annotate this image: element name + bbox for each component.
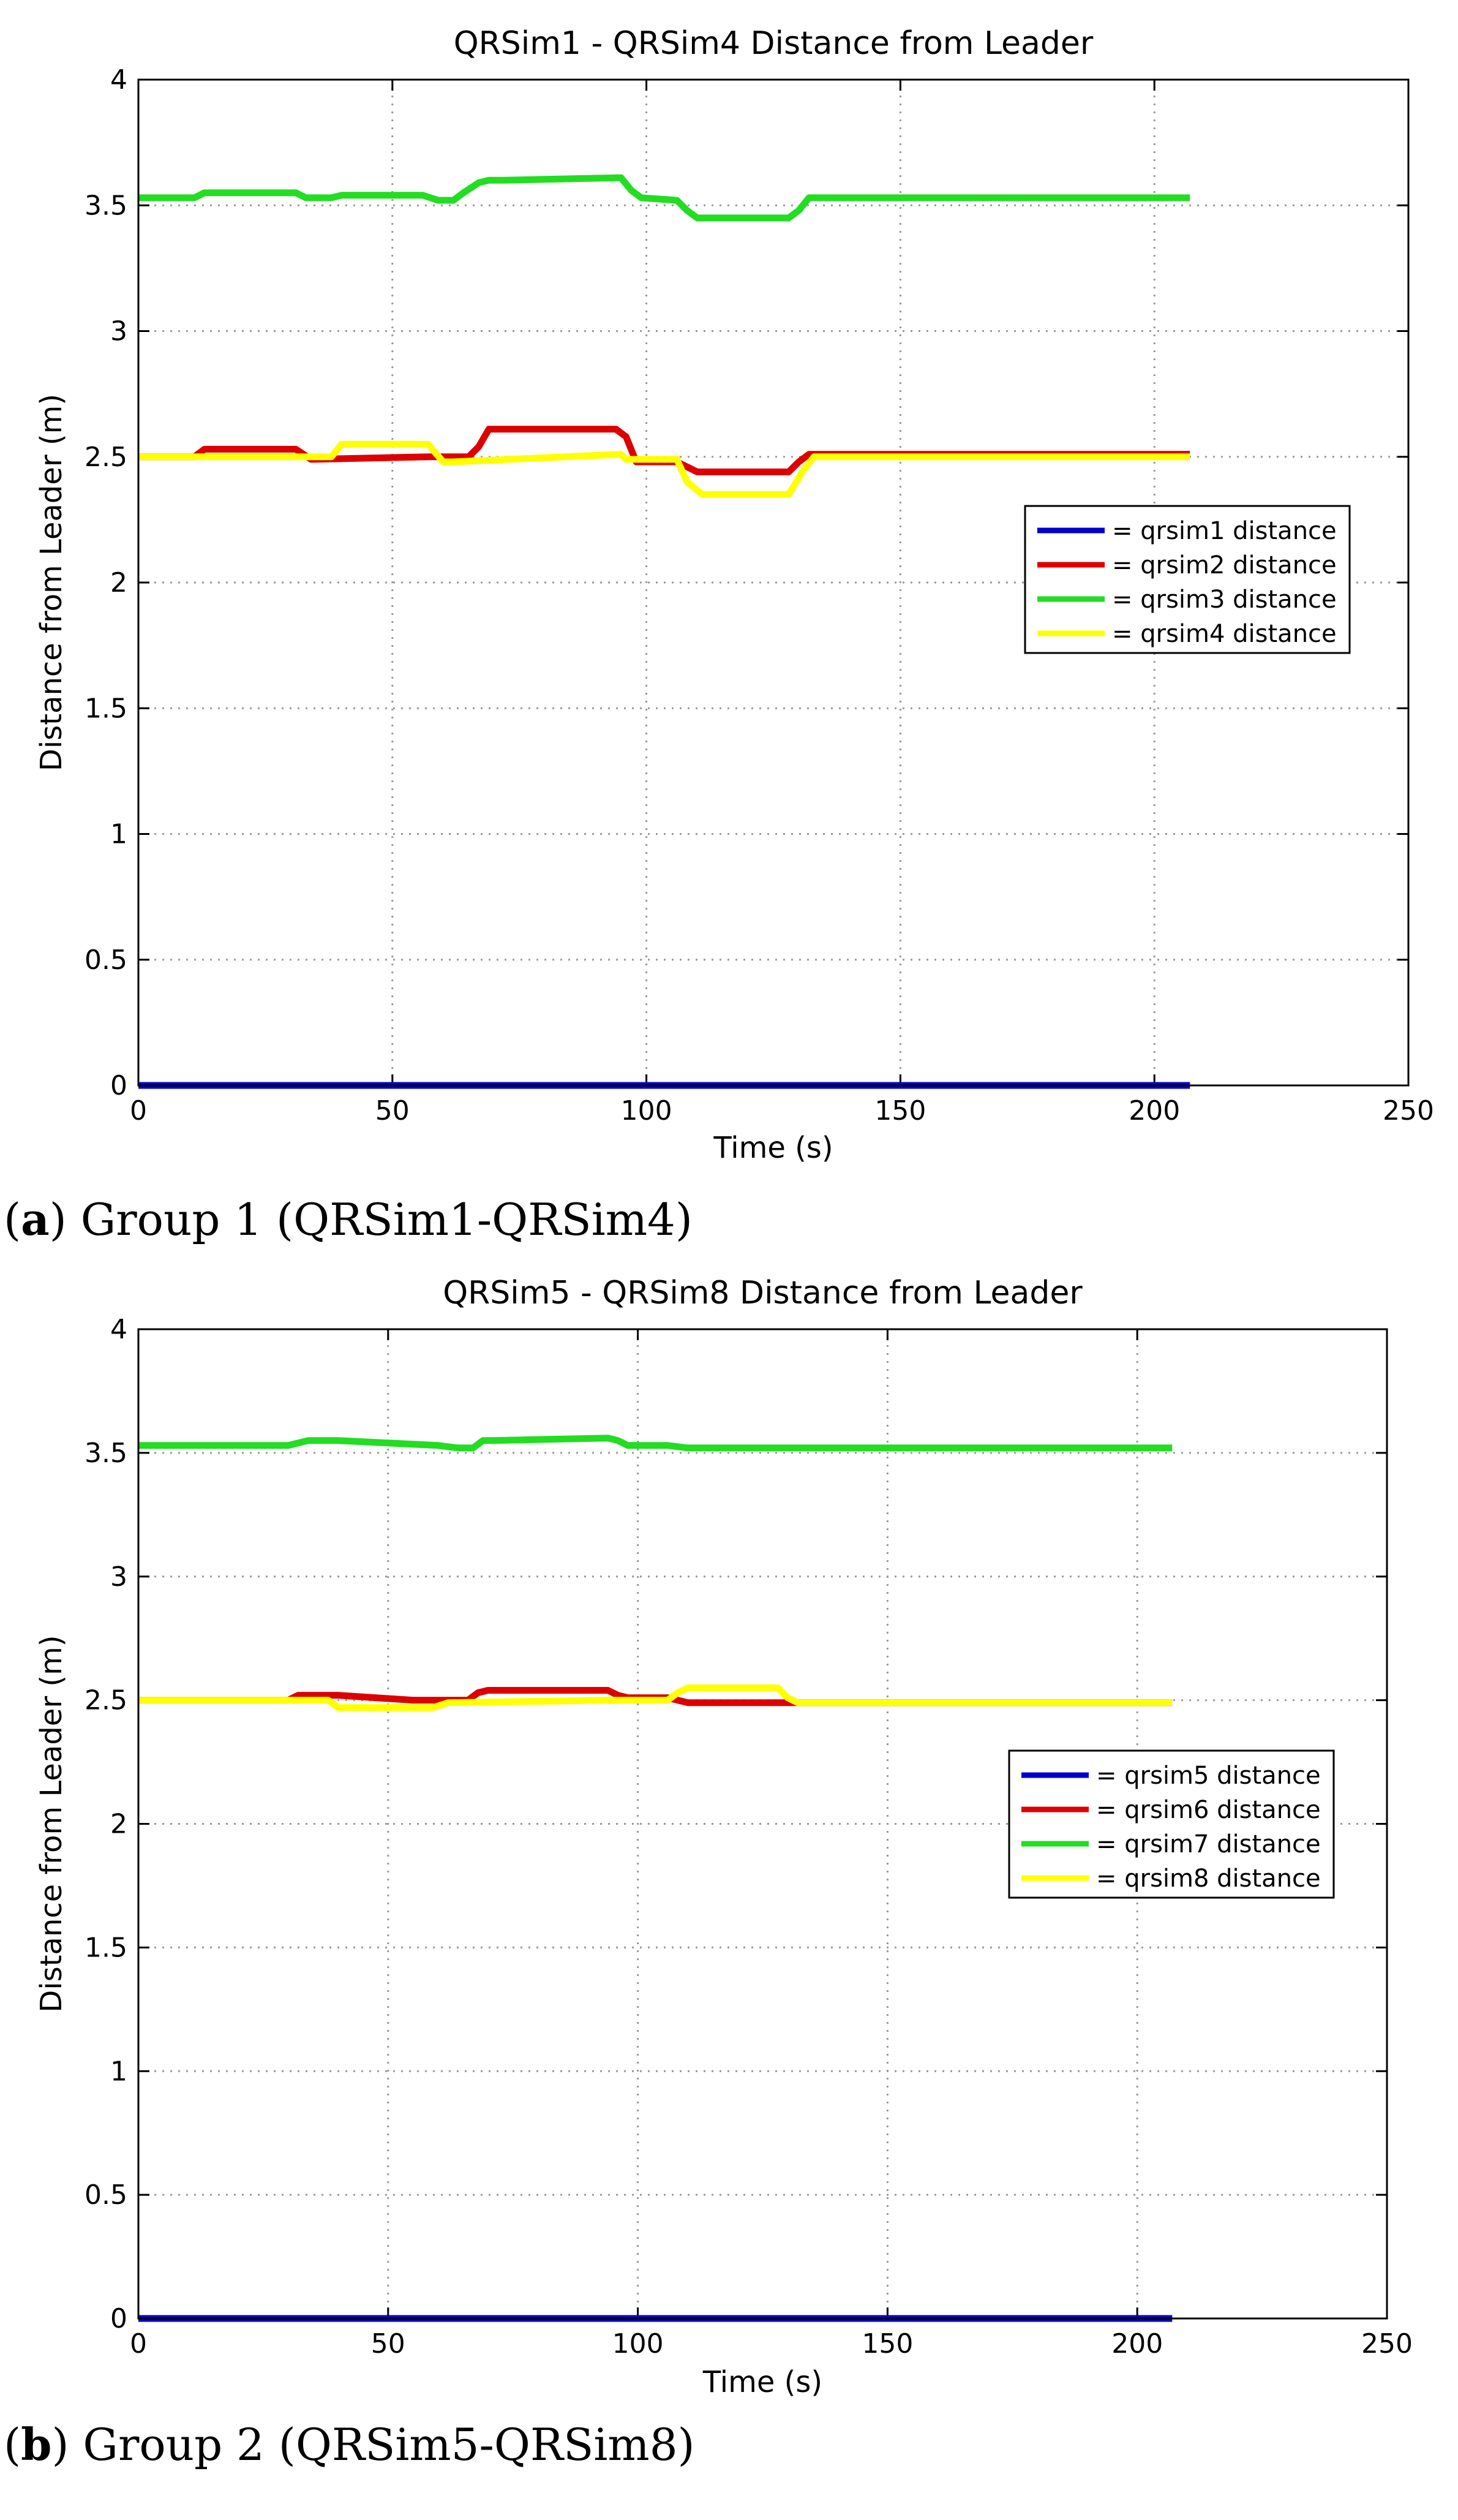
x-tick-label: 200	[1129, 1095, 1180, 1126]
legend-label-1: = qrsim5 distance	[1096, 1762, 1321, 1790]
x-tick-label: 250	[1383, 1095, 1434, 1126]
series-line-4	[138, 1684, 1173, 1711]
y-tick-label: 3	[110, 316, 127, 347]
chart-panel-2: QRSim5 - QRSim8 Distance from Leader 0 50 1…	[34, 1275, 1413, 2399]
x-tick-label: 0	[130, 1095, 147, 1126]
series-line-4	[138, 440, 1190, 498]
legend-label-4: = qrsim8 distance	[1096, 1865, 1321, 1893]
x-axis-label: Time (s)	[713, 1131, 833, 1165]
series-line-2	[138, 426, 1190, 475]
plot-frame	[137, 78, 1410, 1087]
figure-caption-b: (b) Group 2 (QRSim5-QRSim8)	[4, 2418, 695, 2470]
x-tick-label: 50	[371, 2328, 405, 2360]
y-axis-label: Distance from Leader (m)	[34, 1635, 69, 2012]
series-line-3	[138, 1435, 1173, 1452]
x-tick-label: 250	[1361, 2328, 1413, 2360]
legend-label-3: = qrsim3 distance	[1112, 586, 1337, 614]
chart-title: QRSim5 - QRSim8 Distance from Leader	[443, 1275, 1083, 1311]
y-tick-label: 2	[110, 567, 127, 598]
x-tick-label: 0	[130, 2328, 147, 2360]
x-tick-label: 200	[1111, 2328, 1163, 2360]
y-tick-label: 3	[110, 1561, 127, 1593]
caption-letter-b: b	[21, 2418, 52, 2470]
x-tick-label: 100	[612, 2328, 664, 2360]
y-tick-label: 1	[110, 2056, 127, 2087]
chart-panel-1: QRSim1 - QRSim4 Distance from Leader 0 50 1…	[34, 25, 1434, 1165]
legend-label-3: = qrsim7 distance	[1096, 1830, 1321, 1858]
y-tick-label: 4	[110, 1314, 127, 1345]
x-tick-label: 100	[621, 1095, 672, 1126]
y-tick-label: 0.5	[85, 945, 127, 976]
y-tick-label: 0.5	[85, 2179, 127, 2211]
legend-label-2: = qrsim6 distance	[1096, 1796, 1321, 1824]
y-tick-label: 0	[110, 2303, 127, 2334]
y-tick-label: 2	[110, 1809, 127, 1840]
y-tick-label: 2.5	[85, 442, 127, 473]
y-tick-label: 3.5	[85, 190, 127, 221]
figure-caption-a: (a) Group 1 (QRSim1-QRSim4)	[4, 1193, 693, 1245]
x-tick-label: 50	[375, 1095, 410, 1126]
caption-letter-a: a	[21, 1193, 50, 1245]
y-tick-label: 4	[110, 64, 127, 96]
plot-frame	[137, 1328, 1388, 2320]
caption-text-a: Group 1 (QRSim1-QRSim4)	[80, 1194, 693, 1245]
legend: = qrsim5 distance = qrsim6 distance = qrsi…	[1008, 1749, 1335, 1899]
x-tick-label: 150	[874, 1095, 926, 1126]
y-tick-label: 1.5	[85, 693, 127, 724]
y-tick-label: 1	[110, 819, 127, 850]
x-axis-label: Time (s)	[702, 2365, 822, 2399]
caption-text-b: Group 2 (QRSim5-QRSim8)	[83, 2419, 695, 2470]
series-line-3	[138, 174, 1190, 222]
legend-label-4: = qrsim4 distance	[1112, 620, 1337, 648]
y-tick-label: 3.5	[85, 1438, 127, 1469]
chart-title: QRSim1 - QRSim4 Distance from Leader	[454, 25, 1094, 62]
y-axis-label: Distance from Leader (m)	[34, 394, 69, 771]
legend-label-1: = qrsim1 distance	[1112, 517, 1337, 545]
y-tick-label: 1.5	[85, 1932, 127, 1963]
y-tick-label: 0	[110, 1070, 127, 1101]
x-tick-label: 150	[862, 2328, 913, 2360]
legend: = qrsim1 distance = qrsim2 distance = qrsi…	[1024, 505, 1351, 654]
legend-label-2: = qrsim2 distance	[1112, 551, 1337, 579]
y-tick-label: 2.5	[85, 1685, 127, 1716]
